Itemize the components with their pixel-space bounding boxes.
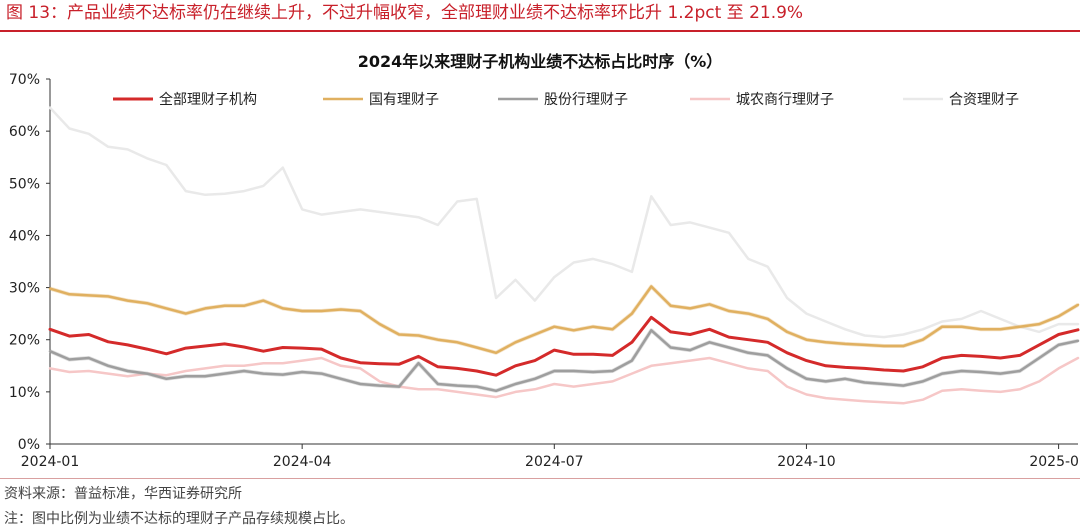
- series-line-shadow: [49, 284, 1080, 355]
- x-tick-label: 2025-01: [1029, 454, 1080, 470]
- footer-divider: [0, 478, 1080, 479]
- y-tick-label: 0%: [18, 437, 40, 453]
- series-line-4: [48, 356, 1080, 405]
- y-tick-label: 10%: [9, 385, 40, 401]
- legend-label: 合资理财子: [949, 92, 1019, 108]
- series-line-2: [48, 285, 1080, 355]
- x-tick-label: 2024-10: [777, 454, 836, 470]
- y-tick-label: 20%: [9, 333, 40, 349]
- x-tick-label: 2024-01: [21, 454, 80, 470]
- series-line-5: [48, 106, 1080, 339]
- y-tick-label: 40%: [9, 228, 40, 244]
- legend-label: 国有理财子: [369, 92, 439, 108]
- series-line-3: [48, 329, 1080, 393]
- x-tick-label: 2024-04: [273, 454, 332, 470]
- caption-divider: [0, 30, 1080, 32]
- x-tick-label: 2024-07: [525, 454, 584, 470]
- legend-label: 股份行理财子: [544, 92, 628, 108]
- legend-label: 全部理财子机构: [159, 91, 257, 108]
- y-tick-label: 70%: [9, 72, 40, 88]
- source-note: 资料来源：普益标准，华西证券研究所: [4, 486, 242, 502]
- y-tick-label: 30%: [9, 281, 40, 297]
- footnote: 注：图中比例为业绩不达标的理财子产品存续规模占比。: [4, 511, 354, 527]
- y-tick-label: 60%: [9, 124, 40, 140]
- y-tick-label: 50%: [9, 176, 40, 192]
- figure-caption: 图 13：产品业绩不达标率仍在继续上升，不过升幅收窄，全部理财业绩不达标率环比升…: [6, 3, 804, 23]
- series-line-1: [48, 315, 1080, 377]
- line-chart: 0% 10% 20% 30% 40% 50% 60% 70% 2024-01 2024-04 202…: [9, 72, 1080, 470]
- legend-label: 城农商行理财子: [736, 92, 834, 108]
- chart-title: 2024年以来理财子机构业绩不达标占比时序（%）: [357, 52, 723, 71]
